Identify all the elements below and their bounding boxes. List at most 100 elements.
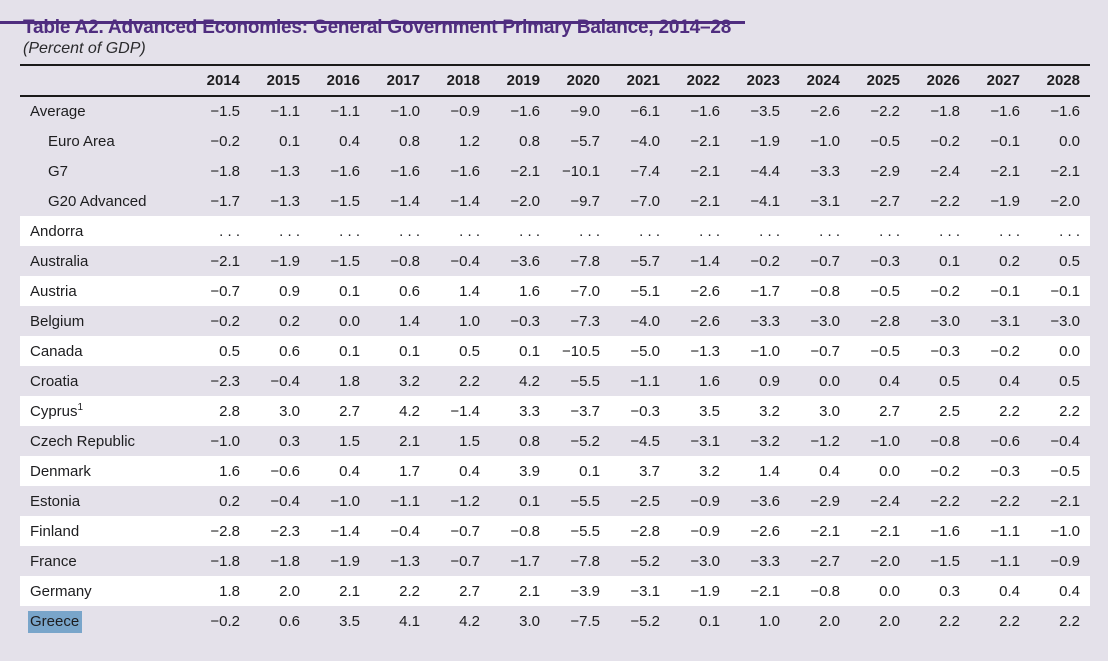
value-cell: −2.7: [870, 192, 900, 210]
value-cell: 4.1: [399, 612, 420, 630]
value-cell: −0.2: [210, 312, 240, 330]
value-cell: 1.4: [399, 312, 420, 330]
value-cell: 1.6: [219, 462, 240, 480]
value-cell: −1.9: [990, 192, 1020, 210]
value-cell: −5.2: [630, 612, 660, 630]
value-cell: 3.0: [519, 612, 540, 630]
value-cell: −1.5: [330, 192, 360, 210]
value-cell: −1.0: [870, 432, 900, 450]
row-label: G20 Advanced: [20, 186, 190, 216]
value-cell: 3.0: [279, 402, 300, 420]
value-cell: 0.4: [999, 372, 1020, 390]
value-cell: −5.5: [570, 492, 600, 510]
table-row-czech-republic: Czech Republic −1.0 0.3 1.5 2.1 1.5 0.8 −5.2 −4.…: [20, 426, 1090, 456]
value-cell: −0.8: [390, 252, 420, 270]
value-cell: −1.3: [690, 342, 720, 360]
value-cell: −0.4: [1050, 432, 1080, 450]
value-cell: −0.5: [870, 282, 900, 300]
value-cell: 2.2: [939, 612, 960, 630]
value-cell: 0.9: [759, 372, 780, 390]
value-cell: −2.4: [930, 162, 960, 180]
value-cell: −0.3: [930, 342, 960, 360]
value-cell: 2.8: [219, 402, 240, 420]
value-cell: −3.2: [750, 432, 780, 450]
value-cell: 0.1: [699, 612, 720, 630]
value-cell: . . .: [399, 222, 420, 240]
value-cell: −0.5: [1050, 462, 1080, 480]
year-header: 2028: [1046, 72, 1080, 90]
value-cell: −2.9: [810, 492, 840, 510]
row-label: Australia: [20, 246, 190, 276]
value-cell: 0.1: [519, 492, 540, 510]
value-cell: −2.6: [750, 522, 780, 540]
value-cell: −1.6: [1050, 103, 1080, 121]
value-cell: −0.8: [930, 432, 960, 450]
value-cell: 0.1: [399, 342, 420, 360]
value-cell: −0.7: [450, 552, 480, 570]
table-row-g20-advanced: G20 Advanced −1.7 −1.3 −1.5 −1.4 −1.4 −2.0 −9.7…: [20, 186, 1090, 216]
value-cell: −5.0: [630, 342, 660, 360]
value-cell: −3.0: [930, 312, 960, 330]
value-cell: 2.1: [339, 582, 360, 600]
row-label-text: Euro Area: [48, 132, 115, 150]
row-label: Greece: [20, 606, 190, 636]
value-cell: −1.1: [330, 103, 360, 121]
value-cell: 0.4: [999, 582, 1020, 600]
value-cell: −0.9: [1050, 552, 1080, 570]
row-label-text: G20 Advanced: [48, 192, 147, 210]
value-cell: −2.1: [810, 522, 840, 540]
value-cell: 0.2: [219, 492, 240, 510]
value-cell: . . .: [1059, 222, 1080, 240]
value-cell: 3.9: [519, 462, 540, 480]
value-cell: −2.8: [630, 522, 660, 540]
value-cell: −0.7: [210, 282, 240, 300]
value-cell: −0.8: [810, 282, 840, 300]
value-cell: −2.2: [990, 492, 1020, 510]
year-header: 2023: [746, 72, 780, 90]
value-cell: −7.8: [570, 252, 600, 270]
table-row-g7: G7 −1.8 −1.3 −1.6 −1.6 −1.6 −2.1 −10.1 −7.4 −2.1 −…: [20, 156, 1090, 186]
value-cell: −1.8: [270, 552, 300, 570]
value-cell: −1.0: [1050, 522, 1080, 540]
value-cell: 1.5: [339, 432, 360, 450]
value-cell: −1.4: [330, 522, 360, 540]
value-cell: −2.6: [690, 282, 720, 300]
value-cell: −1.6: [390, 162, 420, 180]
value-cell: −1.8: [210, 552, 240, 570]
table-row-euro-area: Euro Area −0.2 0.1 0.4 0.8 1.2 0.8 −5.7 −4.0 −2.1…: [20, 126, 1090, 156]
value-cell: 1.2: [459, 132, 480, 150]
value-cell: 2.2: [999, 612, 1020, 630]
value-cell: −0.4: [270, 372, 300, 390]
value-cell: −0.9: [690, 492, 720, 510]
value-cell: 0.0: [819, 372, 840, 390]
value-cell: 1.4: [459, 282, 480, 300]
value-cell: −1.8: [210, 162, 240, 180]
value-cell: −0.3: [630, 402, 660, 420]
value-cell: −5.5: [570, 522, 600, 540]
value-cell: 2.7: [339, 402, 360, 420]
table-row-denmark: Denmark 1.6 −0.6 0.4 1.7 0.4 3.9 0.1 3.7 3.2 1.4 0.…: [20, 456, 1090, 487]
row-label-text: Czech Republic: [30, 432, 136, 450]
value-cell: −4.1: [750, 192, 780, 210]
value-cell: 0.4: [459, 462, 480, 480]
value-cell: 1.0: [759, 612, 780, 630]
value-cell: −1.6: [330, 162, 360, 180]
value-cell: −3.0: [810, 312, 840, 330]
value-cell: 3.5: [339, 612, 360, 630]
value-cell: 3.5: [699, 402, 720, 420]
value-cell: −4.5: [630, 432, 660, 450]
value-cell: −1.9: [690, 582, 720, 600]
value-cell: −1.1: [630, 372, 660, 390]
page-subtitle: (Percent of GDP): [23, 39, 146, 57]
year-header: 2017: [386, 72, 420, 90]
row-label: Czech Republic: [20, 426, 190, 456]
table-row-croatia: Croatia −2.3 −0.4 1.8 3.2 2.2 4.2 −5.5 −1.1 1.6 0.…: [20, 366, 1090, 396]
selected-text[interactable]: Greece: [28, 610, 83, 633]
value-cell: 2.0: [279, 582, 300, 600]
year-header: 2027: [986, 72, 1020, 90]
value-cell: −0.8: [510, 522, 540, 540]
value-cell: 3.2: [399, 372, 420, 390]
value-cell: −3.7: [570, 402, 600, 420]
value-cell: −2.2: [870, 103, 900, 121]
row-label: Cyprus1: [20, 396, 190, 426]
